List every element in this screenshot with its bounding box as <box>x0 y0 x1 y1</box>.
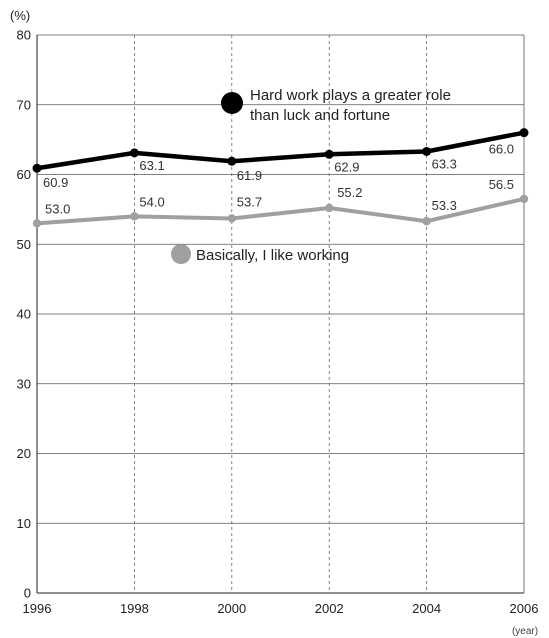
grid <box>37 34 524 593</box>
point-1-1998 <box>130 212 139 221</box>
y-tick-label-60: 60 <box>17 167 31 182</box>
data-label-0-2000: 61.9 <box>237 168 262 183</box>
data-label-0-2006: 66.0 <box>489 142 514 157</box>
data-label-1-2006: 56.5 <box>489 177 514 192</box>
point-1-1996 <box>32 219 42 228</box>
point-0-2006 <box>519 128 529 138</box>
x-unit-label: (year) <box>512 626 538 637</box>
point-0-2002 <box>324 149 334 159</box>
y-tick-label-40: 40 <box>17 307 31 322</box>
x-tick-label-2004: 2004 <box>412 601 441 616</box>
point-1-2002 <box>325 203 334 213</box>
x-tick-label-2006: 2006 <box>510 601 539 616</box>
legend-label-0-line-0: Hard work plays a greater role <box>250 87 451 104</box>
data-label-1-1996: 53.0 <box>45 201 70 216</box>
point-1-2000 <box>227 214 236 223</box>
legend-marker-1 <box>171 244 191 264</box>
x-tick-label-1996: 1996 <box>23 601 52 616</box>
y-tick-label-0: 0 <box>24 586 31 601</box>
y-tick-label-30: 30 <box>17 376 31 391</box>
data-label-1-2002: 55.2 <box>337 185 362 200</box>
point-1-2004 <box>422 217 431 226</box>
point-1-2006 <box>519 194 529 204</box>
y-tick-label-50: 50 <box>17 237 31 252</box>
legend-label-0-line-1: than luck and fortune <box>250 107 390 124</box>
point-0-1996 <box>32 163 42 173</box>
data-label-1-2000: 53.7 <box>237 194 262 209</box>
y-tick-label-80: 80 <box>17 28 31 43</box>
point-0-1998 <box>129 148 139 158</box>
y-tick-label-10: 10 <box>17 516 31 531</box>
data-label-1-2004: 53.3 <box>432 198 457 213</box>
x-tick-label-1998: 1998 <box>120 601 149 616</box>
x-tick-label-2002: 2002 <box>315 601 344 616</box>
legend-label-1-line-0: Basically, I like working <box>196 247 349 264</box>
y-unit-label: (%) <box>10 8 30 23</box>
data-label-0-1998: 63.1 <box>139 158 164 173</box>
series-line-0 <box>36 130 525 171</box>
data-label-0-2002: 62.9 <box>334 159 359 174</box>
x-tick-label-2000: 2000 <box>217 601 246 616</box>
y-tick-label-20: 20 <box>17 446 31 461</box>
data-label-1-1998: 54.0 <box>139 194 164 209</box>
series-line-1 <box>36 196 525 226</box>
y-tick-label-70: 70 <box>17 97 31 112</box>
data-labels: 60.9 63.1 61.9 62.9 63.3 66.0 53.0 54.0 53.7 55.2… <box>43 142 514 217</box>
data-label-0-1996: 60.9 <box>43 175 68 190</box>
axes: 0 10 20 30 40 50 60 70 80 1996 1998 2000 2002 2004 200… <box>10 8 538 637</box>
data-label-0-2004: 63.3 <box>432 156 457 171</box>
legend-marker-0 <box>221 92 243 114</box>
point-0-2004 <box>422 146 432 156</box>
legend: Hard work plays a greater role than luck … <box>171 87 451 264</box>
point-0-2000 <box>227 156 237 166</box>
series-layer <box>32 128 529 228</box>
